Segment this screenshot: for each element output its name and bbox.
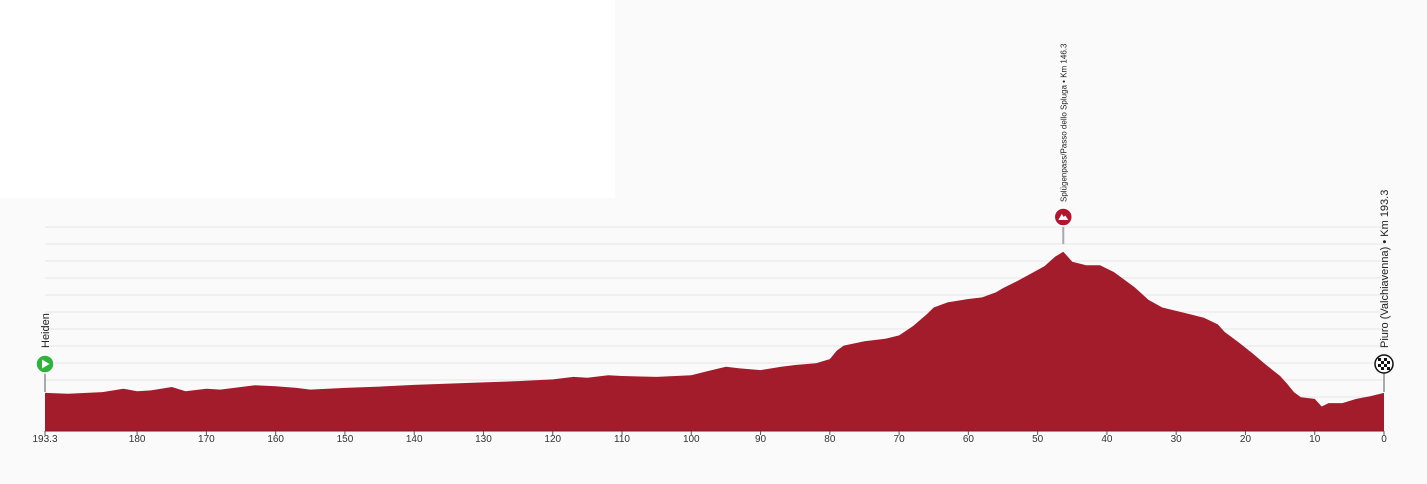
check-square bbox=[1378, 364, 1381, 367]
x-tick-label: 30 bbox=[1171, 434, 1183, 445]
x-tick-label: 150 bbox=[337, 434, 354, 445]
x-tick-label: 120 bbox=[544, 434, 561, 445]
x-tick-label: 80 bbox=[824, 434, 836, 445]
x-tick-label: 140 bbox=[406, 434, 423, 445]
x-tick-label: 60 bbox=[963, 434, 975, 445]
check-square bbox=[1384, 364, 1387, 367]
x-tick-label: 110 bbox=[614, 434, 630, 445]
start-label: Heiden bbox=[40, 313, 52, 348]
x-tick-label: 70 bbox=[894, 434, 906, 445]
x-tick-label: 180 bbox=[129, 434, 146, 445]
check-square bbox=[1381, 361, 1384, 364]
x-tick-label: 130 bbox=[475, 434, 492, 445]
check-square bbox=[1378, 358, 1381, 361]
x-tick-label: 40 bbox=[1101, 434, 1113, 445]
x-tick-label: 193.3 bbox=[32, 434, 57, 445]
elevation-profile-area bbox=[45, 251, 1384, 431]
x-tick-label: 100 bbox=[683, 434, 700, 445]
x-axis-ticks: 193.3 180 170 160 150 140 130 120 110 100 90 80 70 60… bbox=[32, 431, 1387, 445]
check-square bbox=[1387, 361, 1390, 364]
x-tick-label: 10 bbox=[1309, 434, 1321, 445]
checkered-pattern bbox=[1378, 358, 1390, 370]
x-tick-label: 90 bbox=[755, 434, 767, 445]
check-square bbox=[1381, 367, 1384, 370]
x-tick-label: 20 bbox=[1240, 434, 1252, 445]
x-tick-label: 160 bbox=[267, 434, 284, 445]
mountain-icon-glyph bbox=[1058, 214, 1069, 220]
x-tick-label: 0 bbox=[1381, 434, 1387, 445]
climb-label: Splügenpass/Passo dello Spluga • Km 146.… bbox=[1059, 43, 1068, 202]
check-square bbox=[1384, 358, 1387, 361]
x-tick-label: 170 bbox=[198, 434, 215, 445]
play-icon-glyph bbox=[42, 359, 50, 369]
climb-marker[interactable]: Splügenpass/Passo dello Spluga • Km 146.… bbox=[1053, 43, 1074, 244]
start-marker[interactable]: Heiden bbox=[35, 313, 55, 392]
blank-panel bbox=[0, 0, 615, 198]
x-tick-label: 50 bbox=[1032, 434, 1044, 445]
check-square bbox=[1387, 367, 1390, 370]
finish-label: Piuro (Valchiavenna) • Km 193.3 bbox=[1379, 190, 1391, 348]
finish-marker[interactable]: Piuro (Valchiavenna) • Km 193.3 bbox=[1374, 190, 1394, 392]
